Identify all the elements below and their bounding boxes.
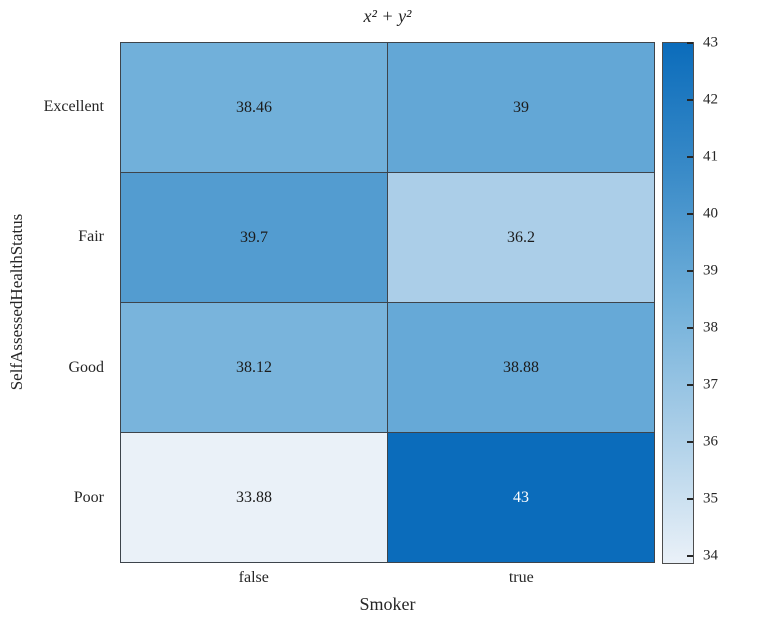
colorbar-tick-label: 36 bbox=[703, 433, 718, 450]
colorbar-tick bbox=[687, 327, 693, 330]
colorbar-tick-label: 43 bbox=[703, 34, 718, 51]
heatmap-cell: 39.7 bbox=[121, 173, 387, 302]
y-tick-label: Fair bbox=[78, 228, 104, 246]
heatmap-cell: 38.88 bbox=[388, 303, 654, 432]
cell-value: 39.7 bbox=[240, 228, 268, 246]
y-tick-labels: Excellent Fair Good Poor bbox=[0, 42, 112, 563]
colorbar-tick-label: 38 bbox=[703, 319, 718, 336]
y-tick-label: Excellent bbox=[43, 98, 104, 116]
heatmap-cell: 36.2 bbox=[388, 173, 654, 302]
chart-title: x² + y² bbox=[363, 6, 412, 26]
cell-value: 38.12 bbox=[236, 358, 272, 376]
colorbar-tick-label: 37 bbox=[703, 376, 718, 393]
colorbar-tick bbox=[687, 498, 693, 501]
colorbar: 34 35 36 37 38 39 40 41 42 43 bbox=[662, 35, 718, 564]
colorbar-tick-label: 41 bbox=[703, 148, 718, 165]
heatmap-cell: 43 bbox=[388, 433, 654, 562]
heatmap-cell: 33.88 bbox=[121, 433, 387, 562]
colorbar-tick-label: 40 bbox=[703, 205, 718, 222]
colorbar-tick bbox=[687, 555, 693, 558]
cell-value: 38.88 bbox=[503, 358, 539, 376]
heatmap-cell: 39 bbox=[388, 43, 654, 172]
colorbar-tick-label: 39 bbox=[703, 262, 718, 279]
x-tick-label: true bbox=[508, 569, 534, 586]
colorbar-tick-label: 35 bbox=[703, 490, 718, 507]
y-tick-label: Poor bbox=[73, 488, 104, 506]
colorbar-gradient bbox=[663, 43, 693, 563]
colorbar-tick bbox=[687, 384, 693, 387]
x-tick-labels: false true bbox=[120, 569, 655, 587]
cell-value: 43 bbox=[513, 488, 529, 506]
heatmap-grid: 38.46 39 39.7 36.2 38.12 38.88 33.88 43 bbox=[120, 42, 655, 563]
x-tick-label: false bbox=[238, 569, 269, 586]
colorbar-tick bbox=[687, 270, 693, 273]
heatmap-cell: 38.12 bbox=[121, 303, 387, 432]
colorbar-tick bbox=[687, 99, 693, 102]
colorbar-tick bbox=[687, 441, 693, 444]
cell-value: 33.88 bbox=[236, 488, 272, 506]
colorbar-tick bbox=[687, 213, 693, 216]
colorbar-tick bbox=[687, 42, 693, 44]
cell-value: 36.2 bbox=[507, 228, 535, 246]
y-tick-label: Good bbox=[68, 358, 104, 376]
heatmap-cell: 38.46 bbox=[121, 43, 387, 172]
colorbar-tick bbox=[687, 156, 693, 159]
cell-value: 38.46 bbox=[236, 98, 272, 116]
x-axis-label: Smoker bbox=[359, 594, 416, 614]
colorbar-tick-label: 42 bbox=[703, 91, 718, 108]
cell-value: 39 bbox=[513, 98, 529, 116]
colorbar-tick-label: 34 bbox=[703, 547, 718, 564]
